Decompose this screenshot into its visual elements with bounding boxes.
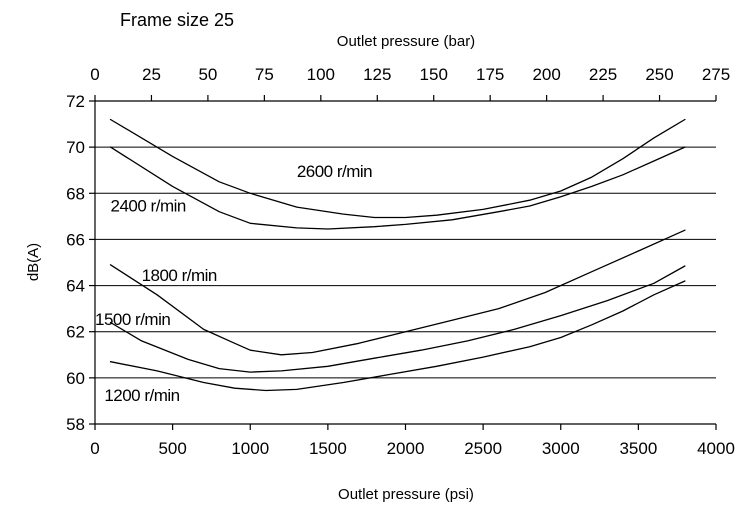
x2-tick-label: 100: [307, 65, 335, 84]
x2-tick-label: 0: [90, 65, 99, 84]
x-tick-label: 1500: [309, 439, 347, 458]
series-label-2: 1800 r/min: [142, 266, 217, 285]
y-tick-label: 70: [66, 138, 85, 157]
y-tick-label: 66: [66, 230, 85, 249]
x2-tick-label: 50: [198, 65, 217, 84]
x-tick-label: 1000: [231, 439, 269, 458]
y-axis-label: dB(A): [25, 243, 42, 281]
x-tick-label: 3500: [619, 439, 657, 458]
y-tick-label: 62: [66, 323, 85, 342]
series-line-3: [109, 265, 686, 373]
x2-tick-label: 250: [645, 65, 673, 84]
series-label-1: 2400 r/min: [111, 197, 186, 216]
y-tick-label: 72: [66, 92, 85, 111]
series-label-4: 1200 r/min: [104, 386, 179, 405]
x-tick-label: 2000: [387, 439, 425, 458]
x2-tick-label: 225: [589, 65, 617, 84]
y-tick-label: 58: [66, 415, 85, 434]
x-tick-label: 4000: [697, 439, 735, 458]
x2-tick-label: 25: [142, 65, 161, 84]
x2-tick-label: 175: [476, 65, 504, 84]
x2-tick-label: 150: [420, 65, 448, 84]
series-line-2: [109, 229, 686, 356]
series-label-3: 1500 r/min: [95, 310, 170, 329]
x-tick-label: 0: [90, 439, 99, 458]
grid: [95, 100, 716, 425]
x-tick-label: 3000: [542, 439, 580, 458]
x2-tick-label: 275: [702, 65, 730, 84]
y-tick-label: 64: [66, 277, 85, 296]
bottom-axis-label: Outlet pressure (psi): [338, 486, 474, 502]
chart-title: Frame size 25: [120, 10, 234, 30]
x2-tick-label: 75: [255, 65, 274, 84]
x-tick-label: 2500: [464, 439, 502, 458]
series-line-4: [109, 280, 686, 392]
series-labels: 2600 r/min 2400 r/min 1800 r/min 1500 r/min…: [95, 162, 373, 405]
x2-tick-label: 125: [363, 65, 391, 84]
x2-tick-label: 200: [532, 65, 560, 84]
top-axis-label: Outlet pressure (bar): [337, 33, 475, 50]
series-lines: [109, 118, 686, 392]
x-tick-label: 500: [158, 439, 186, 458]
y-tick-label: 68: [66, 184, 85, 203]
y-tick-label: 60: [66, 369, 85, 388]
series-line-1: [109, 146, 686, 230]
series-label-0: 2600 r/min: [297, 162, 372, 181]
series-line-0: [109, 118, 686, 219]
